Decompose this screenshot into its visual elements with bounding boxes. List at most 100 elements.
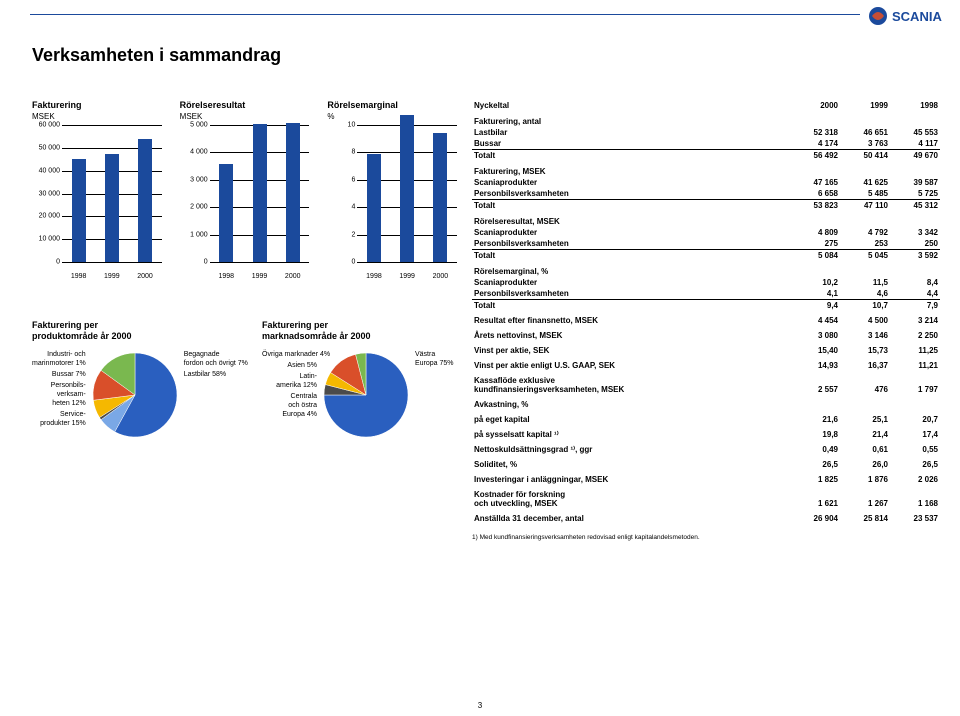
table-header-cell: Nyckeltal	[472, 100, 790, 111]
row-value: 4,4	[890, 288, 940, 300]
row-value: 5 485	[840, 188, 890, 200]
table-row: Bussar4 1743 7634 117	[472, 138, 940, 150]
table-row: Personbilsverksamheten275253250	[472, 238, 940, 250]
row-value: 49 670	[890, 150, 940, 162]
pie-slice-label: Asien 5%	[262, 361, 317, 370]
table-row: Totalt53 82347 11045 312	[472, 200, 940, 212]
table-row: på eget kapital21,625,120,7	[472, 414, 940, 425]
row-value: 56 492	[790, 150, 840, 162]
x-axis-label: 1999	[104, 273, 120, 280]
row-value: 8,4	[890, 277, 940, 288]
section-head-row: Fakturering, antal	[472, 111, 940, 127]
row-value: 3 214	[890, 315, 940, 326]
gridline	[210, 262, 310, 263]
y-axis-label: 40 000	[39, 167, 60, 174]
row-label: Årets nettovinst, MSEK	[472, 330, 790, 341]
table-row: Årets nettovinst, MSEK3 0803 1462 250	[472, 330, 940, 341]
pie-svg	[321, 350, 411, 440]
pie-slice-label: Personbils-verksam-heten 12%	[32, 381, 86, 408]
bars-group	[210, 125, 310, 262]
row-value: 3 592	[890, 250, 940, 262]
y-axis-label: 6	[351, 176, 355, 183]
section-head-label: Fakturering, antal	[472, 111, 940, 127]
svg-text:SCANIA: SCANIA	[892, 9, 942, 24]
table-row: Scaniaprodukter47 16541 62539 587	[472, 177, 940, 188]
y-axis-label: 10 000	[39, 236, 60, 243]
row-label: Kassaflöde exklusivekundfinansieringsver…	[472, 375, 790, 395]
row-value: 20,7	[890, 414, 940, 425]
table-row: Vinst per aktie enligt U.S. GAAP, SEK14,…	[472, 360, 940, 371]
row-value: 1 621	[790, 489, 840, 509]
row-value: 4 500	[840, 315, 890, 326]
pie-title: Fakturering perproduktområde år 2000	[32, 320, 232, 342]
section-head-label: Fakturering, MSEK	[472, 161, 940, 177]
row-value: 10,2	[790, 277, 840, 288]
y-axis-label: 0	[351, 259, 355, 266]
pie-svg	[90, 350, 180, 440]
pie-slice-label: Industri- ochmarinmotorer 1%	[32, 350, 86, 368]
pie-svg-wrap	[90, 350, 180, 440]
row-value: 45 553	[890, 127, 940, 138]
pie-right-labels: VästraEuropa 75%	[415, 350, 462, 440]
row-label: Resultat efter finansnetto, MSEK	[472, 315, 790, 326]
pie-left-labels: Industri- ochmarinmotorer 1% Bussar 7% Per…	[32, 350, 86, 440]
y-axis-label: 3 000	[190, 176, 208, 183]
pie-chart: Fakturering perproduktområde år 2000 Indu…	[32, 320, 232, 440]
pie-slice-label: VästraEuropa 75%	[415, 350, 462, 368]
chart-area: 01 0002 0003 0004 0005 000199819992000	[180, 125, 310, 280]
row-value	[890, 399, 940, 410]
x-labels: 199819992000	[210, 273, 310, 280]
row-value: 4 809	[790, 227, 840, 238]
row-value: 253	[840, 238, 890, 250]
row-value: 53 823	[790, 200, 840, 212]
x-axis-label: 2000	[285, 273, 301, 280]
bar-chart: FaktureringMSEK010 00020 00030 00040 000…	[32, 100, 162, 280]
y-axis-label: 4	[351, 204, 355, 211]
pie-right-labels: Begagnadefordon och övrigt 7%Lastbilar 5…	[184, 350, 239, 440]
row-label: Anställda 31 december, antal	[472, 513, 790, 524]
key-metrics-table: Nyckeltal200019991998Fakturering, antalL…	[472, 100, 940, 524]
x-labels: 199819992000	[62, 273, 162, 280]
row-value: 3 146	[840, 330, 890, 341]
pie-slice-label: Övriga marknader 4%	[262, 350, 317, 359]
row-value: 26,0	[840, 459, 890, 470]
row-label: Kostnader för forskningoch utveckling, M…	[472, 489, 790, 509]
row-value: 25 814	[840, 513, 890, 524]
row-value: 19,8	[790, 429, 840, 440]
bar	[105, 154, 119, 262]
row-value: 4 792	[840, 227, 890, 238]
row-label: Personbilsverksamheten	[472, 188, 790, 200]
row-label: Nettoskuldsättningsgrad ¹⁾, ggr	[472, 444, 790, 455]
y-axis-label: 1 000	[190, 231, 208, 238]
bar	[400, 115, 414, 262]
pie-slice-label: Bussar 7%	[32, 370, 86, 379]
pie-left-labels: Övriga marknader 4%Asien 5%Latin-amerika…	[262, 350, 317, 440]
row-value: 15,40	[790, 345, 840, 356]
section-head-row: Fakturering, MSEK	[472, 161, 940, 177]
row-value: 23 537	[890, 513, 940, 524]
page-title: Verksamheten i sammandrag	[32, 45, 281, 66]
scania-logo: SCANIA	[868, 4, 950, 28]
gridline	[62, 262, 162, 263]
row-label: Totalt	[472, 200, 790, 212]
table-header-cell: 1998	[890, 100, 940, 111]
section-head-row: Rörelseresultat, MSEK	[472, 211, 940, 227]
pie-layout: Industri- ochmarinmotorer 1% Bussar 7% Per…	[32, 350, 232, 440]
row-value: 7,9	[890, 300, 940, 312]
page-header: SCANIA	[0, 0, 960, 40]
row-value: 0,61	[840, 444, 890, 455]
table-header-row: Nyckeltal200019991998	[472, 100, 940, 111]
y-axis-label: 4 000	[190, 149, 208, 156]
bars-group	[357, 125, 457, 262]
row-value: 5 084	[790, 250, 840, 262]
row-value: 26,5	[790, 459, 840, 470]
row-value	[790, 399, 840, 410]
table-row: Nettoskuldsättningsgrad ¹⁾, ggr0,490,610…	[472, 444, 940, 455]
y-axis-label: 50 000	[39, 144, 60, 151]
row-value: 3 342	[890, 227, 940, 238]
row-value: 21,4	[840, 429, 890, 440]
row-value: 1 168	[890, 489, 940, 509]
pie-title: Fakturering permarknadsområde år 2000	[262, 320, 462, 342]
pie-chart: Fakturering permarknadsområde år 2000 Övr…	[262, 320, 462, 440]
y-axis-label: 0	[56, 259, 60, 266]
